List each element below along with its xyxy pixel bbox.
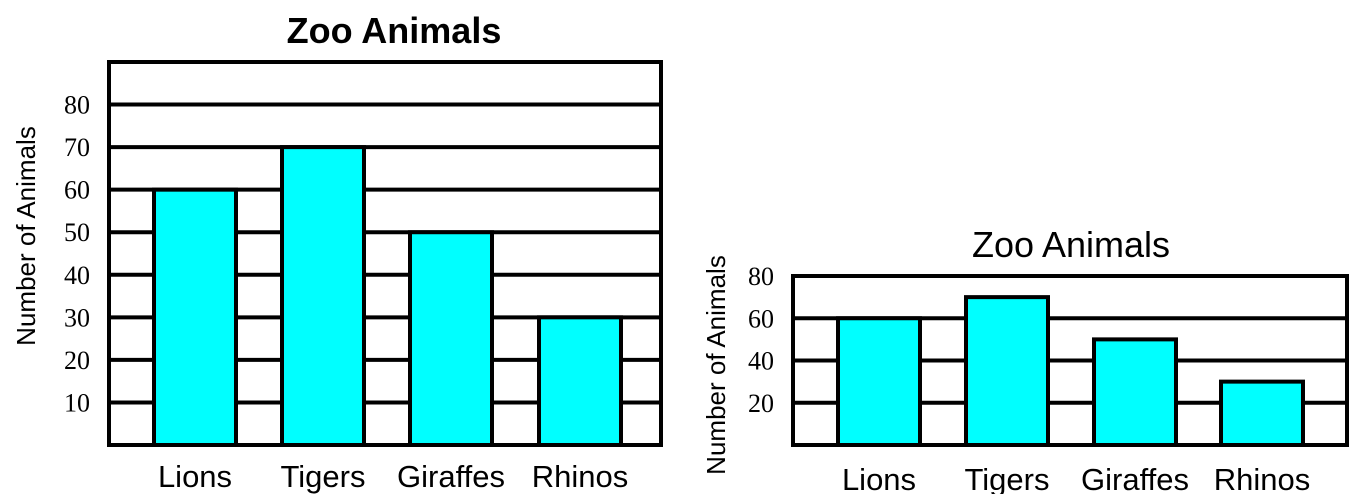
chart-1-y-tick-label: 40 [64,261,90,290]
chart-2: Zoo Animals Number of Animals 20 40 60 80 L… [701,224,1349,494]
chart-2-x-tick-label: Rhinos [1214,462,1311,494]
chart-1-y-tick-label: 30 [64,303,90,332]
chart-2-bar-tigers [964,295,1050,447]
chart-1-y-tick-label: 80 [64,91,90,120]
chart-1-bar-tigers [280,145,366,447]
chart-1-y-tick-label: 70 [64,133,90,162]
chart-1-y-tick-label: 10 [64,388,90,417]
chart-2-y-tick-label: 80 [748,262,774,291]
chart-2-bar-lions [836,316,922,447]
chart-2-y-tick-label: 40 [748,347,774,376]
chart-2-y-axis-label: Number of Animals [701,255,731,475]
chart-2-y-tick-label: 20 [748,389,774,418]
chart-1-x-tick-label: Tigers [281,459,366,494]
chart-2-x-tick-label: Giraffes [1081,462,1189,494]
chart-1-y-tick-label: 20 [64,346,90,375]
chart-1-bar-giraffes [408,230,494,447]
chart-1-title: Zoo Animals [287,10,502,51]
chart-1-y-tick-label: 50 [64,218,90,247]
chart-1-x-tick-label: Lions [158,459,232,494]
chart-2-bar-giraffes [1092,337,1178,447]
chart-1-y-axis-label: Number of Animals [11,126,41,346]
chart-1-bar-rhinos [537,315,623,448]
chart-2-y-tick-label: 60 [748,304,774,333]
chart-2-x-tick-label: Lions [842,462,916,494]
chart-1-plot-frame [107,60,663,447]
chart-2-plot-frame [791,274,1349,447]
chart-2-title: Zoo Animals [972,224,1170,265]
chart-1-x-tick-label: Rhinos [532,459,629,494]
chart-1-x-tick-label: Giraffes [397,459,505,494]
chart-1-y-tick-label: 60 [64,176,90,205]
chart-2-bar-rhinos [1219,379,1305,447]
chart-1-bar-lions [152,187,238,447]
chart-1: Zoo Animals Number of Animals 10 20 30 40 50… [11,10,663,494]
chart-2-x-tick-label: Tigers [965,462,1050,494]
